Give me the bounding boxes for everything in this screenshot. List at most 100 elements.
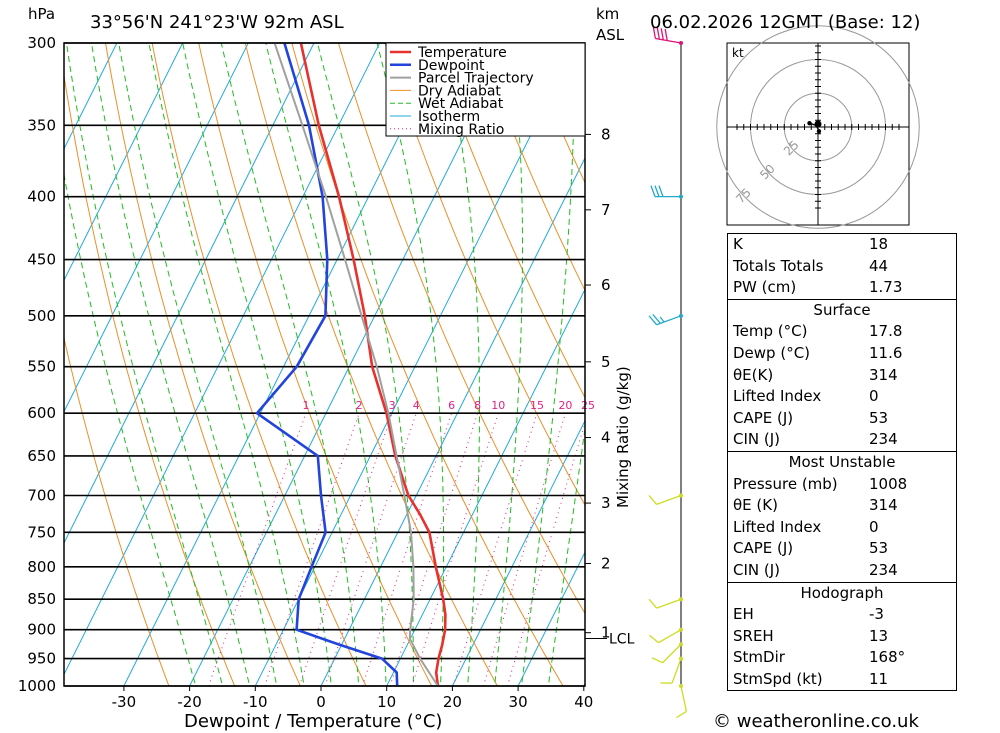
- wind-barb-dot: [679, 627, 683, 632]
- wet-adiabat-line: [182, 43, 332, 686]
- mixing-ratio-label: 3: [389, 399, 396, 412]
- wet-adiabat-line: [316, 43, 414, 686]
- x-tick-label: -20: [177, 693, 202, 711]
- mixing-ratio-label: 10: [491, 399, 505, 412]
- stat-value: 234: [869, 430, 898, 449]
- wind-barb-flag: [649, 634, 659, 644]
- km-tick-label: 2: [601, 554, 611, 572]
- wind-barb-dot: [679, 194, 683, 199]
- stat-value: 314: [869, 496, 898, 515]
- wet-adiabat-line: [520, 43, 576, 686]
- pressure-tick-label: 900: [27, 621, 56, 639]
- stat-totals-totals: Totals Totals 44: [728, 256, 956, 278]
- mu-cin: CIN (J) 234: [728, 560, 956, 582]
- surface-cape: CAPE (J) 53: [728, 408, 956, 430]
- hodograph-title: Hodograph: [728, 581, 956, 605]
- wind-barb-flag: [660, 28, 664, 40]
- pressure-tick-label: 550: [27, 358, 56, 376]
- isotherm-line: [64, 43, 184, 282]
- stat-label: Totals Totals: [733, 256, 824, 275]
- wind-barb-half-flag: [659, 316, 665, 323]
- stat-pw: PW (cm) 1.73: [728, 277, 956, 299]
- isotherm-line: [64, 43, 118, 150]
- profiles: [255, 43, 447, 686]
- isotherm-line: [320, 156, 585, 686]
- wind-barb-dot: [679, 656, 683, 661]
- wind-barb-dot: [679, 642, 683, 647]
- dry-adiabat-line: [64, 336, 170, 686]
- km-tick-label: 7: [601, 201, 611, 219]
- wind-barb-flag: [656, 27, 660, 40]
- km-tick-label: 6: [601, 276, 611, 294]
- stat-label: Lifted Index: [733, 387, 822, 406]
- stat-value: 0: [869, 387, 879, 406]
- isotherm-line: [451, 419, 585, 686]
- mixing-ratio-label: 15: [530, 399, 544, 412]
- legend-entry: Temperature: [417, 45, 507, 61]
- stat-label: Temp (°C): [733, 322, 808, 341]
- dry-adiabat-line: [151, 43, 367, 686]
- x-tick-label: 10: [377, 693, 396, 711]
- stat-label: EH: [733, 605, 754, 624]
- x-tick-label: 30: [509, 693, 528, 711]
- stat-label: CAPE (J): [733, 539, 794, 558]
- wind-barb-flag: [651, 657, 663, 664]
- hodograph-point: [807, 121, 812, 126]
- isotherm-line: [386, 288, 585, 686]
- km-label: km: [596, 5, 619, 23]
- x-tick-label: -10: [243, 693, 268, 711]
- wind-barbs: [648, 26, 688, 719]
- mixing-ratio-labels: 1 2 3 4 6 8 10 15 20 25: [302, 399, 595, 412]
- wind-barb-dot: [679, 597, 683, 602]
- wind-barb-flag: [664, 28, 668, 41]
- hodo-sreh: SREH 13: [728, 626, 956, 648]
- wind-barb-flag: [652, 26, 657, 39]
- mixing-ratio-line: [452, 413, 538, 686]
- legend-box: [385, 42, 586, 137]
- km-tick-label: 8: [601, 125, 611, 143]
- wet-adiabat-line: [65, 43, 224, 686]
- surface-theta: θE(K) 314: [728, 365, 956, 387]
- stat-label: Lifted Index: [733, 517, 822, 536]
- mixing-ratio-label: 8: [474, 399, 481, 412]
- mixing-ratio-label: 25: [581, 399, 595, 412]
- mixing-ratio-label: 6: [448, 399, 455, 412]
- stats-table: K 18 Totals Totals 44 PW (cm) 1.73 Surface …: [727, 233, 957, 692]
- wind-barb-flag: [652, 313, 661, 324]
- legend-entry: Parcel Trajectory: [418, 71, 534, 87]
- dry-adiabat-line: [104, 43, 301, 686]
- km-tick-label: 4: [601, 429, 611, 447]
- axes: 3003504004505005506006507007508008509009…: [18, 34, 635, 711]
- x-axis-label: Dewpoint / Temperature (°C): [184, 711, 442, 732]
- dry-adiabat-line: [477, 43, 585, 292]
- series-dewpoint: [255, 43, 399, 686]
- isotherm-line: [517, 551, 585, 686]
- km-tick-label: 1: [601, 624, 611, 642]
- dry-adiabat-line: [244, 43, 498, 686]
- stat-label: PW (cm): [733, 278, 797, 297]
- stat-label: Pressure (mb): [733, 474, 838, 493]
- hodo-stmdir: StmDir 168°: [728, 647, 956, 669]
- isotherm-line: [64, 43, 315, 545]
- pressure-tick-label: 850: [27, 590, 56, 608]
- wet-adiabat-line: [494, 43, 523, 686]
- surface-title: Surface: [728, 298, 956, 322]
- mixing-ratio-axis-label: Mixing Ratio (g/kg): [614, 366, 632, 508]
- pressure-tick-label: 600: [27, 404, 56, 422]
- mixing-ratio-line: [264, 413, 360, 686]
- wind-barb-flag: [658, 185, 664, 197]
- km-tick-label: 3: [601, 494, 611, 512]
- wind-barb-flag: [648, 495, 658, 505]
- wind-barb-dot: [679, 41, 683, 45]
- mu-lifted-index: Lifted Index 0: [728, 517, 956, 539]
- pressure-tick-label: 800: [27, 558, 56, 576]
- wind-barb-staff: [671, 658, 682, 684]
- stat-value: 11: [869, 669, 889, 688]
- stat-label: K: [733, 235, 743, 253]
- wind-barb-dot: [679, 313, 683, 318]
- wind-barb-dot: [679, 684, 683, 688]
- wind-barb-flag: [648, 315, 658, 326]
- stat-value: 168°: [869, 648, 906, 667]
